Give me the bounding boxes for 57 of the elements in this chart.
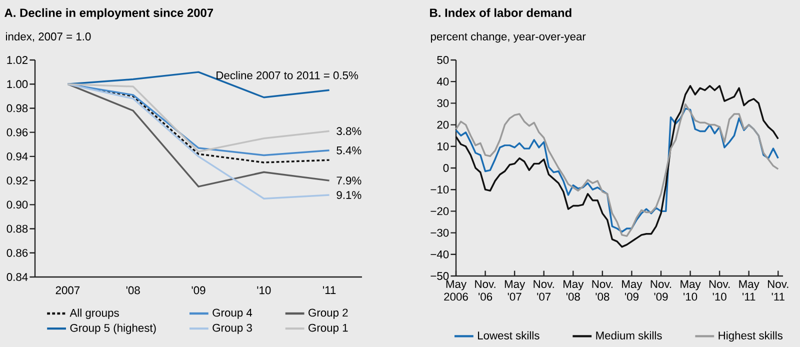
annotation: Decline 2007 to 2011 = 0.5% — [216, 71, 358, 80]
chart-title: B. Index of labor demand — [430, 8, 572, 18]
legend-label: Group 3 — [212, 324, 252, 334]
y-axis-title: index, 2007 = 1.0 — [6, 32, 91, 42]
x-tick-label: May 2006 — [444, 280, 468, 301]
x-tick-label: May '10 — [680, 280, 701, 301]
legend-label: Group 2 — [308, 308, 348, 319]
y-tick-label: −50 — [430, 272, 449, 280]
y-tick-label: 0 — [443, 164, 449, 172]
x-tick-label: Nov. '06 — [475, 280, 496, 301]
y-tick-label: 0.86 — [6, 248, 28, 257]
y-tick-label: −10 — [430, 186, 449, 194]
x-tick-label: May '08 — [564, 280, 584, 301]
x-tick-label: Nov. '07 — [534, 280, 554, 301]
y-tick-label: 50 — [437, 56, 449, 64]
x-tick-label: Nov. '11 — [768, 280, 788, 301]
y-tick-label: 0.96 — [6, 128, 28, 136]
y-axis-title: percent change, year-over-year — [431, 32, 586, 43]
legend-label: Group 1 — [308, 324, 348, 334]
y-tick-label: 1.02 — [7, 56, 28, 64]
annotation: 3.8% — [336, 127, 362, 136]
legend-label: All groups — [70, 308, 119, 320]
y-tick-label: 0.88 — [6, 224, 28, 233]
x-tick-label: May '07 — [504, 280, 526, 301]
annotation: 9.1% — [336, 191, 362, 199]
y-tick-label: 0.84 — [6, 273, 28, 281]
y-tick-label: −20 — [430, 207, 449, 216]
x-tick-label: Nov. '08 — [592, 280, 612, 301]
x-tick-label: '11 — [323, 286, 336, 294]
legend-label: Medium skills — [596, 331, 662, 340]
y-tick-label: 20 — [437, 120, 449, 129]
x-tick-label: May '09 — [622, 280, 642, 301]
y-tick-label: 0.98 — [6, 104, 28, 112]
line-series — [66, 71, 330, 98]
legend-label: Lowest skills — [478, 331, 540, 340]
x-tick-label: Nov. '09 — [650, 280, 672, 301]
x-tick-label: 2007 — [56, 286, 80, 294]
x-tick-label: '09 — [192, 286, 206, 294]
x-tick-label: '10 — [257, 286, 271, 294]
y-tick-label: 0.94 — [6, 152, 28, 160]
y-tick-label: 0.92 — [6, 176, 28, 184]
x-tick-label: Nov. '10 — [709, 280, 730, 301]
legend-label: Group 5 (highest) — [70, 324, 156, 334]
legend-label: Highest skills — [718, 331, 783, 342]
x-tick-label: '08 — [126, 286, 140, 294]
y-tick-label: −30 — [430, 228, 449, 237]
y-tick-label: 30 — [437, 99, 449, 108]
annotation: 5.4% — [336, 146, 362, 154]
y-tick-label: 0.90 — [6, 200, 28, 209]
annotation: 7.9% — [336, 176, 362, 184]
x-tick-label: May '11 — [739, 280, 760, 301]
chart-title: A. Decline in employment since 2007 — [4, 8, 214, 20]
y-tick-label: 1.00 — [7, 80, 28, 88]
y-tick-label: −40 — [430, 250, 449, 258]
legend-label: Group 4 — [212, 308, 252, 319]
y-tick-label: 10 — [438, 142, 449, 150]
y-tick-label: 40 — [436, 78, 449, 86]
